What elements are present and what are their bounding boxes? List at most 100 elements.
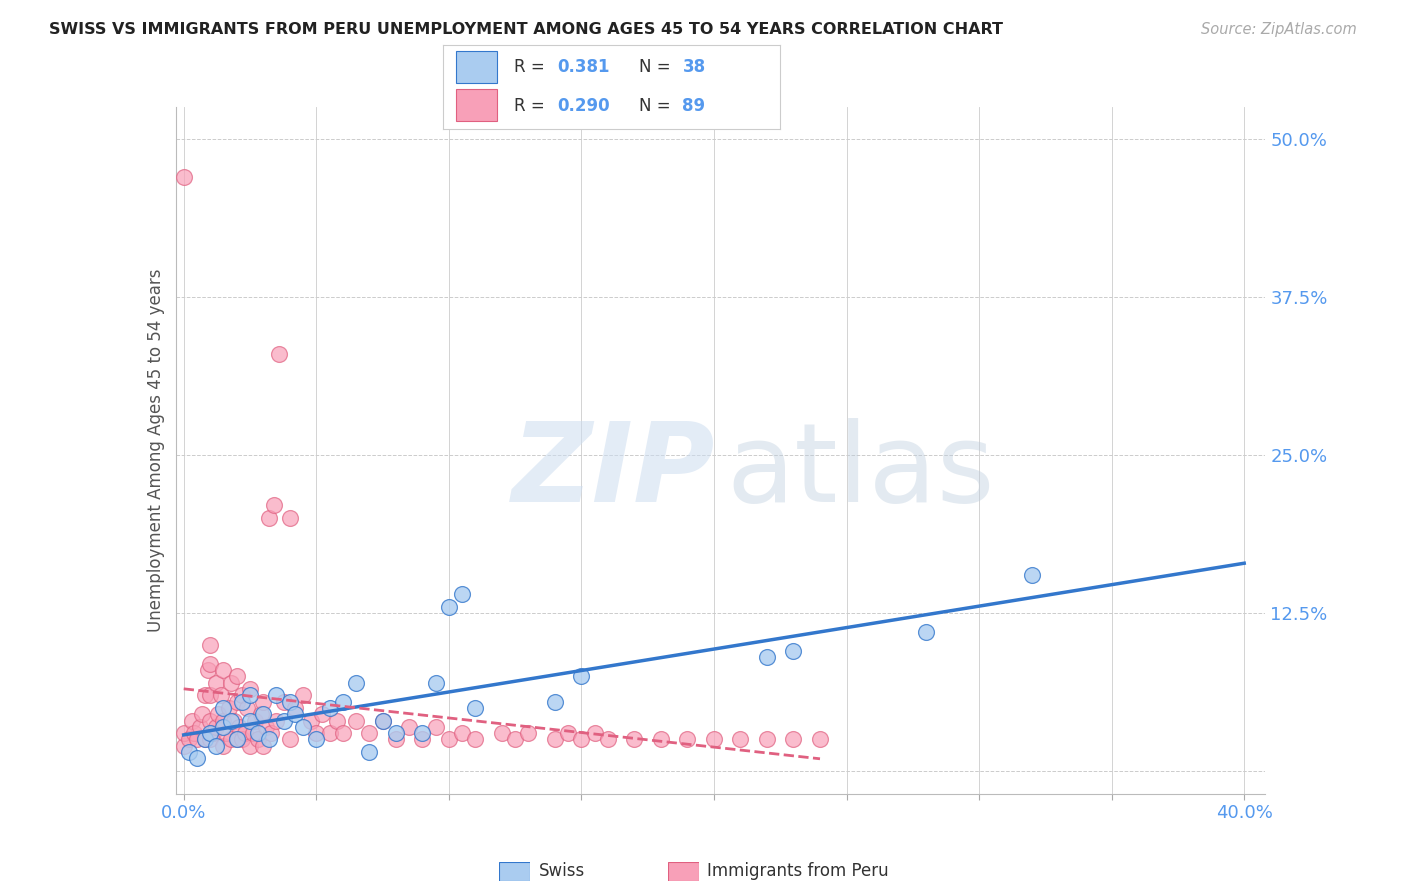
Point <box>252 739 274 753</box>
Point <box>239 681 262 696</box>
Point <box>371 714 394 728</box>
Point <box>257 511 280 525</box>
Point <box>228 720 250 734</box>
Point <box>204 675 226 690</box>
FancyBboxPatch shape <box>457 51 496 83</box>
Point <box>411 726 433 740</box>
Point <box>371 714 394 728</box>
Point <box>209 688 232 702</box>
Point <box>260 726 283 740</box>
Point <box>245 714 267 728</box>
Point <box>239 688 262 702</box>
Point <box>464 701 486 715</box>
Point <box>257 732 280 747</box>
Point <box>305 726 328 740</box>
Point <box>1021 568 1043 582</box>
Point <box>284 707 307 722</box>
Point <box>222 714 245 728</box>
Text: Swiss: Swiss <box>538 863 585 880</box>
Point <box>571 669 593 683</box>
Point <box>239 714 262 728</box>
Point <box>730 732 752 747</box>
Point <box>197 663 219 677</box>
Point <box>451 587 474 601</box>
Point <box>183 726 205 740</box>
Point <box>425 720 447 734</box>
Text: N =: N = <box>638 96 675 114</box>
Text: R =: R = <box>513 96 550 114</box>
Point <box>398 720 420 734</box>
Point <box>180 714 202 728</box>
Point <box>246 726 269 740</box>
Point <box>231 688 253 702</box>
Point <box>808 732 831 747</box>
Point <box>273 714 295 728</box>
Point <box>194 732 217 747</box>
Point <box>231 732 253 747</box>
Point <box>254 720 277 734</box>
Point <box>650 732 672 747</box>
Point <box>292 688 315 702</box>
Point <box>703 732 725 747</box>
Point <box>218 701 240 715</box>
Point <box>177 745 200 759</box>
Point <box>451 726 474 740</box>
Point <box>204 739 226 753</box>
Point <box>284 701 307 715</box>
Point <box>544 694 567 708</box>
Point <box>186 751 208 765</box>
Point <box>915 624 938 639</box>
Y-axis label: Unemployment Among Ages 45 to 54 years: Unemployment Among Ages 45 to 54 years <box>146 268 165 632</box>
Text: 89: 89 <box>682 96 706 114</box>
Point <box>221 675 243 690</box>
Point <box>252 694 274 708</box>
Point <box>186 732 208 747</box>
Point <box>221 732 243 747</box>
Point <box>207 707 229 722</box>
Point <box>212 714 235 728</box>
Point <box>200 732 222 747</box>
Point <box>225 669 247 683</box>
Point <box>437 732 460 747</box>
Point <box>311 707 333 722</box>
Point <box>225 732 247 747</box>
FancyBboxPatch shape <box>457 88 496 120</box>
Point <box>557 726 579 740</box>
Point <box>173 726 195 740</box>
Point <box>755 650 778 665</box>
Point <box>273 694 295 708</box>
Point <box>571 732 593 747</box>
Point <box>344 675 367 690</box>
Point <box>278 732 301 747</box>
Point <box>385 726 408 740</box>
Text: R =: R = <box>513 59 550 77</box>
Point <box>212 701 235 715</box>
Point <box>425 675 447 690</box>
Point <box>299 714 322 728</box>
FancyBboxPatch shape <box>668 862 699 881</box>
Text: ZIP: ZIP <box>512 417 716 524</box>
Point <box>212 739 235 753</box>
Point <box>200 714 222 728</box>
Point <box>583 726 606 740</box>
Point <box>503 732 526 747</box>
Point <box>200 726 222 740</box>
Point <box>782 644 804 658</box>
Point <box>517 726 540 740</box>
Text: N =: N = <box>638 59 675 77</box>
Point <box>755 732 778 747</box>
Point <box>225 694 247 708</box>
Point <box>359 726 381 740</box>
Point <box>596 732 619 747</box>
Text: atlas: atlas <box>725 417 994 524</box>
Point <box>200 657 222 671</box>
Point <box>212 663 235 677</box>
Point <box>173 739 195 753</box>
Point <box>191 707 214 722</box>
Point <box>177 732 200 747</box>
Point <box>173 169 195 184</box>
Point <box>200 638 222 652</box>
Text: 38: 38 <box>682 59 706 77</box>
Point <box>215 726 238 740</box>
Text: 0.381: 0.381 <box>558 59 610 77</box>
